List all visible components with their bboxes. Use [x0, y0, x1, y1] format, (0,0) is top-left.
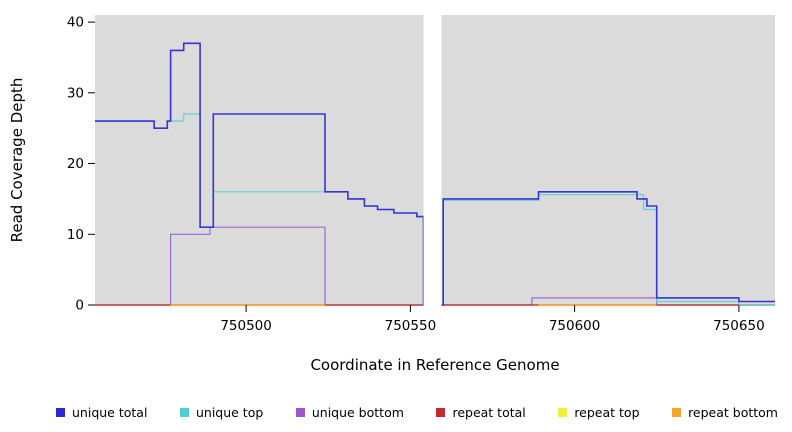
legend-swatch-icon	[436, 408, 446, 417]
no-data-gap-band	[423, 15, 442, 307]
legend-label: unique bottom	[311, 405, 404, 420]
series-unique-total	[95, 42, 775, 306]
y-tick-label: 40	[67, 15, 84, 31]
legend-item: unique total	[56, 405, 147, 420]
legend-swatch-icon	[558, 408, 568, 417]
y-tick-label: 20	[67, 156, 84, 172]
y-tick-label: 0	[75, 298, 84, 314]
legend-swatch-icon	[179, 408, 189, 417]
coverage-plot: 750500 750550 750600 750650 0 10 20 30 40 Read C…	[8, 15, 775, 374]
y-tick-label: 30	[67, 85, 84, 101]
legend-label: repeat top	[574, 405, 640, 420]
legend-swatch-icon	[295, 408, 305, 417]
legend-label: repeat bottom	[688, 405, 778, 420]
plot-panel-group: 750500 750550 750600 750650 0 10 20 30 40	[67, 15, 775, 334]
legend-label: repeat total	[452, 405, 526, 420]
legend-swatch-icon	[672, 408, 682, 417]
legend-item: repeat bottom	[672, 405, 778, 420]
y-tick-label: 10	[67, 227, 84, 243]
legend: unique total unique top unique bottom repea…	[0, 405, 792, 420]
x-tick-label: 750550	[385, 318, 437, 334]
x-tick-label: 750600	[549, 318, 601, 334]
legend-item: unique bottom	[295, 405, 404, 420]
legend-item: unique top	[179, 405, 264, 420]
legend-swatch-icon	[56, 408, 65, 417]
x-tick-label: 750500	[220, 318, 272, 334]
legend-label: unique top	[195, 405, 264, 420]
legend-item: repeat top	[558, 405, 640, 420]
y-axis-title: Read Coverage Depth	[8, 78, 26, 243]
x-tick-label: 750650	[713, 318, 765, 334]
legend-item: repeat total	[436, 405, 526, 420]
x-axis-title: Coordinate in Reference Genome	[310, 356, 559, 374]
legend-label: unique total	[72, 405, 148, 420]
